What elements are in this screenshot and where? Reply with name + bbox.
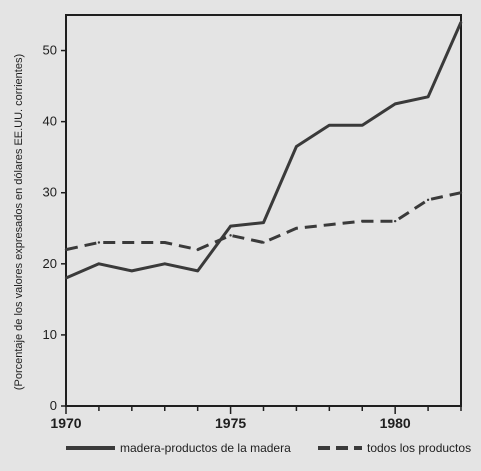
series-2-point bbox=[64, 248, 68, 251]
series-1-point bbox=[295, 145, 298, 148]
plot-border bbox=[65, 14, 462, 407]
series-2-point bbox=[361, 219, 364, 223]
series-2-point bbox=[262, 241, 265, 244]
legend-label-2: todos los productos bbox=[367, 441, 471, 455]
series-1-point bbox=[163, 262, 166, 266]
series-2-point bbox=[426, 198, 430, 202]
legend: madera-productos de la madera todos los p… bbox=[66, 441, 471, 455]
series-1-point bbox=[393, 102, 397, 106]
y-axis-title: (Porcentaje de los valores expresados en… bbox=[13, 54, 25, 390]
x-tick-label: 1980 bbox=[380, 415, 411, 431]
series-1-point bbox=[130, 269, 134, 273]
series-2-point bbox=[196, 248, 199, 251]
plot-frame bbox=[65, 14, 462, 407]
series-2-point bbox=[163, 241, 166, 244]
series-1-point bbox=[196, 269, 199, 273]
y-tick-label: 0 bbox=[50, 398, 57, 413]
x-tick-label: 1975 bbox=[215, 415, 246, 431]
series-1-point bbox=[328, 123, 331, 127]
x-axis: 1970 1975 1980 bbox=[50, 406, 462, 431]
series-1-point bbox=[459, 20, 463, 24]
series-2-point bbox=[97, 241, 101, 244]
series-1-point bbox=[64, 276, 68, 280]
x-tick-label: 1970 bbox=[50, 415, 81, 431]
legend-label-1: madera-productos de la madera bbox=[120, 441, 291, 455]
series-2-point bbox=[295, 227, 298, 230]
series-2-point bbox=[328, 223, 331, 226]
series-layer bbox=[64, 20, 463, 280]
series-1-point bbox=[97, 262, 101, 266]
series-1-point bbox=[361, 123, 364, 127]
series-2-point bbox=[459, 191, 463, 194]
y-axis: 0 10 20 30 40 50 bbox=[43, 43, 66, 413]
y-tick-label: 20 bbox=[43, 256, 57, 271]
series-2-point bbox=[229, 234, 232, 237]
series-2-point bbox=[130, 241, 134, 244]
series-1-point bbox=[426, 95, 430, 98]
series-2-point bbox=[393, 219, 397, 223]
series-line-1 bbox=[65, 21, 463, 280]
series-1-point bbox=[262, 221, 265, 224]
series-1-point bbox=[229, 224, 232, 228]
y-tick-label: 50 bbox=[43, 43, 57, 58]
y-tick-label: 30 bbox=[43, 185, 57, 200]
y-tick-label: 40 bbox=[43, 114, 57, 129]
y-tick-label: 10 bbox=[43, 327, 57, 342]
